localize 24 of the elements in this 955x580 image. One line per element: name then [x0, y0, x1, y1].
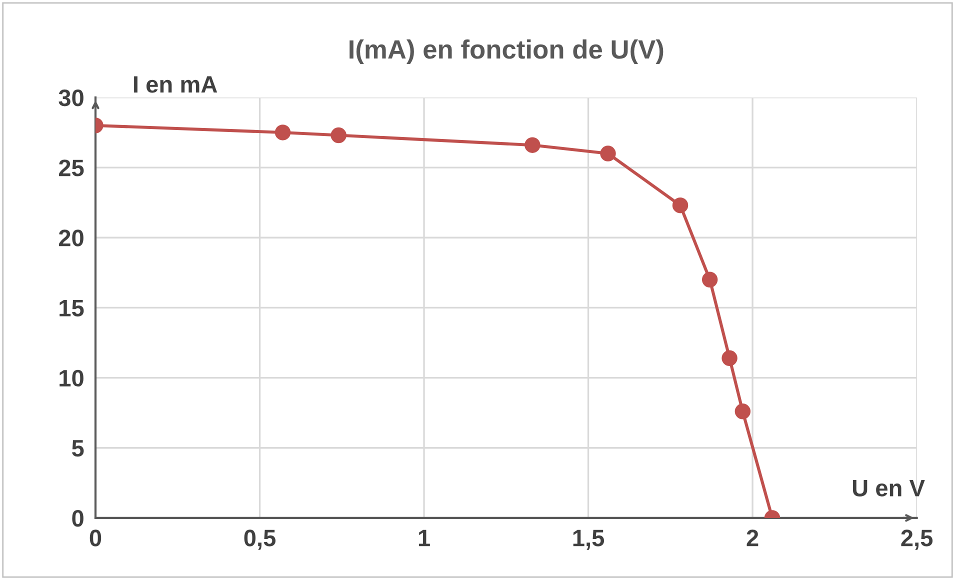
x-tick-label: 1,5: [573, 530, 604, 550]
x-tick-label: 2,5: [901, 530, 933, 550]
chart-title: I(mA) en fonction de U(V): [350, 39, 664, 64]
point: [524, 137, 540, 153]
point: [734, 404, 751, 420]
point: [722, 350, 738, 366]
x-tick-label: 1: [418, 530, 430, 546]
y-tick-label: 25: [58, 160, 84, 176]
point: [330, 127, 346, 144]
point: [672, 198, 688, 214]
point: [702, 272, 718, 288]
y-tick-label: 0: [72, 510, 84, 527]
x-tick-label: 0: [90, 530, 102, 546]
y-tick-label: 30: [58, 90, 84, 106]
y-tick-label: 5: [72, 440, 84, 457]
x-tick-label: 0,5: [244, 530, 276, 550]
x-tick-label: 2: [746, 530, 758, 546]
y-tick-label: 20: [58, 230, 84, 246]
point: [600, 146, 616, 162]
y-tick-label: 10: [60, 370, 84, 387]
x-axis-title: U en V: [852, 480, 925, 496]
y-tick-label: 15: [60, 300, 84, 316]
y-axis-title: I en mA: [134, 76, 218, 93]
point: [274, 124, 291, 140]
